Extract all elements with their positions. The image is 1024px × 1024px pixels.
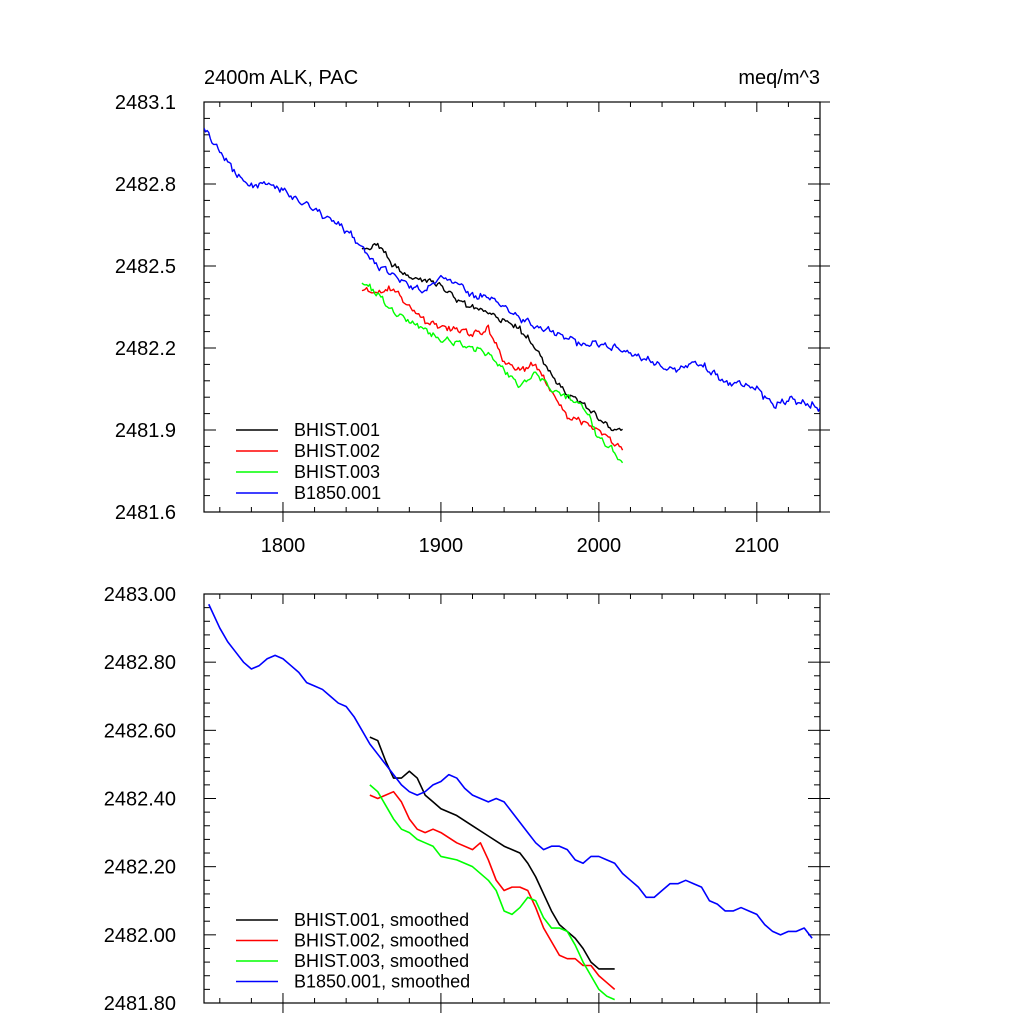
series-line-2 [361, 282, 624, 464]
y-tick-label: 2482.00 [104, 925, 176, 947]
y-tick-label: 2481.9 [115, 420, 176, 442]
bottom-panel: 2481.80 2482.00 2482.20 2482.40 2482.60 2482.… [104, 584, 830, 1015]
y-tick-label: 2481.6 [115, 502, 176, 524]
legend-label: BHIST.002 [294, 441, 380, 461]
x-tick-label: 2000 [577, 535, 622, 557]
series-line-1 [369, 790, 616, 990]
series-line-3 [208, 603, 813, 939]
series-line-2 [369, 784, 615, 1001]
legend-label: B1850.001 [294, 483, 381, 503]
series-line-1 [361, 285, 624, 451]
legend-label: BHIST.003, smoothed [294, 951, 469, 971]
y-tick-label: 2482.5 [115, 256, 176, 278]
legend-label: B1850.001, smoothed [294, 972, 470, 992]
y-tick-label: 2482.20 [104, 857, 176, 879]
y-tick-label: 2483.1 [115, 92, 176, 114]
y-tick-label: 2482.80 [104, 652, 176, 674]
y-tick-label: 2481.80 [104, 993, 176, 1015]
legend-label: BHIST.001, smoothed [294, 910, 469, 930]
top-panel: 2400m ALK, PAC meq/m^3 1800 1900 2000 2100 2… [115, 67, 830, 557]
series-line-0 [361, 242, 623, 432]
y-tick-label: 2483.00 [104, 584, 176, 606]
legend-label: BHIST.001 [294, 420, 380, 440]
legend-label: BHIST.003 [294, 462, 380, 482]
y-tick-label: 2482.60 [104, 720, 176, 742]
x-tick-label: 1900 [419, 535, 464, 557]
legend-label: BHIST.002, smoothed [294, 931, 469, 951]
series-line-0 [369, 736, 615, 970]
y-tick-label: 2482.40 [104, 789, 176, 811]
top-panel-title: 2400m ALK, PAC [204, 67, 358, 89]
y-tick-label: 2482.8 [115, 174, 176, 196]
series-line-3 [204, 127, 820, 412]
y-tick-label: 2482.2 [115, 338, 176, 360]
plot-frame [203, 101, 821, 513]
x-tick-label: 1800 [261, 535, 306, 557]
top-panel-units: meq/m^3 [738, 67, 820, 89]
x-tick-label: 2100 [735, 535, 780, 557]
